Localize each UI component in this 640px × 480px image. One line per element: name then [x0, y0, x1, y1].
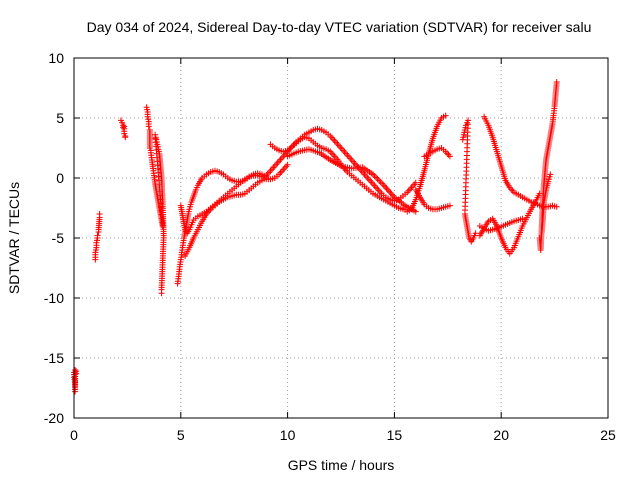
y-tick-label: 0	[56, 170, 64, 186]
series-arc-4	[174, 167, 270, 287]
y-tick-label: 10	[48, 50, 64, 66]
x-tick-label: 15	[387, 427, 403, 443]
data-point	[472, 230, 479, 237]
data-point	[446, 153, 453, 160]
data-point	[94, 232, 101, 239]
data-point	[412, 208, 419, 215]
y-axis-label: SDTVAR / TECUs	[6, 182, 22, 294]
series-arc-13	[459, 117, 479, 245]
series-arc-17	[536, 79, 560, 253]
x-axis-label: GPS time / hours	[288, 457, 395, 473]
data-point	[446, 202, 453, 209]
x-tick-label: 10	[280, 427, 296, 443]
series-arc-5	[177, 161, 291, 237]
series-arc-15	[476, 190, 543, 257]
y-tick-label: -5	[52, 230, 65, 246]
series-arc-2	[117, 117, 129, 141]
y-tick-label: -15	[44, 350, 64, 366]
data-point	[553, 79, 560, 85]
axes: 0 5 10 15 20 25 -20 -15 -10 -5 0 5 10	[44, 50, 616, 443]
x-tick-label: 20	[493, 427, 509, 443]
series-arc-18	[538, 171, 554, 235]
data-point	[519, 215, 526, 222]
y-tick-label: -20	[44, 410, 64, 426]
data-point	[442, 112, 449, 119]
data-point	[284, 161, 291, 168]
series-arc-1	[92, 211, 103, 263]
data-point	[553, 203, 560, 210]
series-arc-11	[412, 187, 453, 213]
data-point	[412, 179, 419, 186]
x-tick-label: 25	[600, 427, 616, 443]
series-arc-6	[182, 175, 270, 259]
series-arc-12	[421, 145, 453, 160]
data-point	[120, 124, 127, 131]
data-point	[547, 171, 554, 178]
data-point	[72, 367, 79, 373]
data-point	[158, 290, 165, 297]
data-point	[96, 211, 103, 217]
data-points	[71, 79, 560, 395]
series-arc-3	[143, 104, 167, 297]
x-tick-label: 5	[177, 427, 185, 443]
x-tick-label: 0	[70, 427, 78, 443]
y-tick-label: 5	[56, 110, 64, 126]
data-point	[145, 123, 152, 130]
series-arc-16	[476, 215, 526, 234]
data-point	[122, 134, 129, 141]
y-tick-label: -10	[44, 290, 64, 306]
chart-title: Day 034 of 2024, Sidereal Day-to-day VTE…	[87, 19, 592, 35]
